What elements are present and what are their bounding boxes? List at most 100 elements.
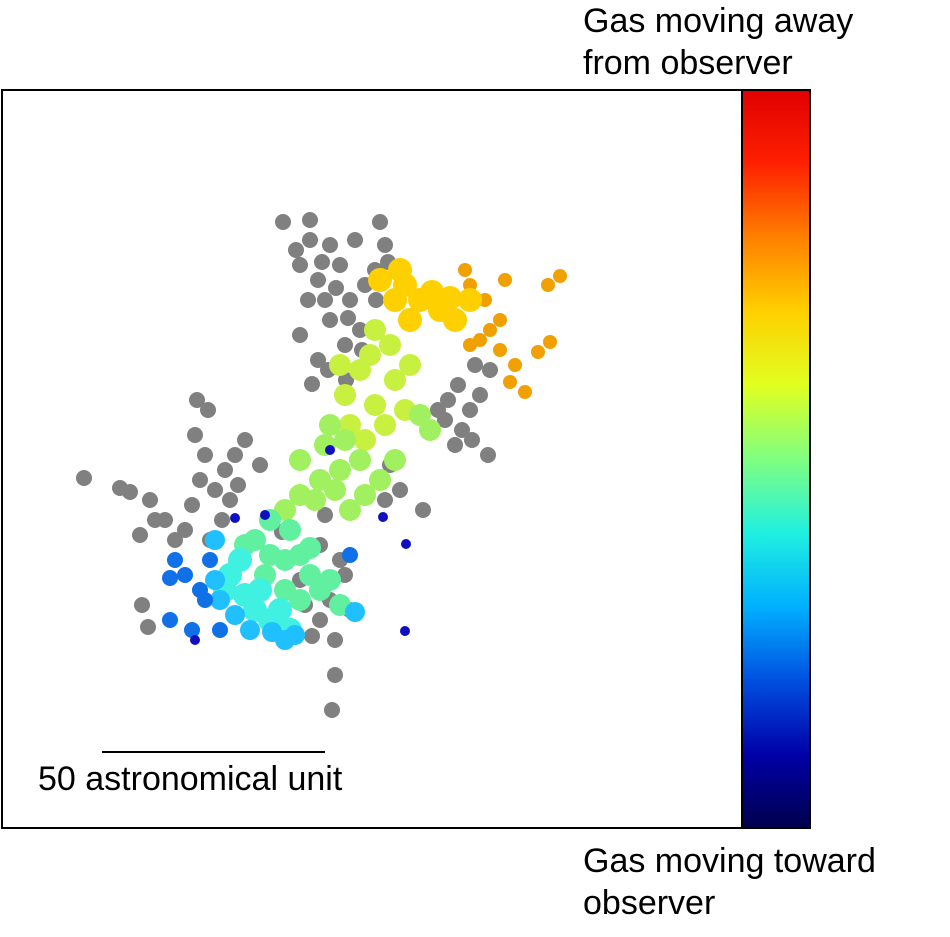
data-point bbox=[401, 539, 411, 549]
data-point bbox=[518, 385, 532, 399]
data-point bbox=[483, 323, 497, 337]
data-point bbox=[184, 497, 200, 513]
data-point bbox=[122, 484, 138, 500]
data-point bbox=[531, 345, 545, 359]
data-point bbox=[364, 319, 386, 341]
data-point bbox=[275, 214, 291, 230]
data-point bbox=[493, 313, 507, 327]
data-point bbox=[398, 308, 422, 332]
data-point bbox=[384, 449, 406, 471]
data-point bbox=[329, 354, 351, 376]
data-point bbox=[443, 308, 467, 332]
data-point bbox=[463, 278, 477, 292]
data-point bbox=[275, 630, 295, 650]
data-point bbox=[458, 288, 482, 312]
data-point bbox=[454, 422, 470, 438]
data-point bbox=[354, 429, 376, 451]
data-point bbox=[299, 564, 321, 586]
data-point bbox=[464, 432, 480, 448]
data-point bbox=[415, 502, 431, 518]
data-point bbox=[312, 612, 328, 628]
data-point bbox=[553, 269, 567, 283]
data-point bbox=[377, 237, 393, 253]
data-point bbox=[292, 327, 308, 343]
data-point bbox=[384, 369, 406, 391]
data-point bbox=[345, 602, 365, 622]
data-point bbox=[493, 343, 507, 357]
data-point bbox=[314, 254, 330, 270]
data-point bbox=[210, 590, 230, 610]
data-point bbox=[177, 567, 193, 583]
data-point bbox=[322, 237, 338, 253]
data-point bbox=[368, 268, 392, 292]
data-point bbox=[458, 263, 472, 277]
data-point bbox=[190, 635, 200, 645]
data-point bbox=[288, 242, 304, 258]
data-point bbox=[197, 592, 213, 608]
data-point bbox=[260, 510, 270, 520]
colorbar-bottom-label-line-2: observer bbox=[583, 884, 716, 922]
data-point bbox=[197, 447, 213, 463]
data-point bbox=[228, 548, 252, 572]
data-point bbox=[498, 273, 512, 287]
data-point bbox=[478, 293, 492, 307]
data-point bbox=[392, 482, 408, 498]
data-point bbox=[304, 489, 326, 511]
data-point bbox=[359, 344, 381, 366]
data-point bbox=[334, 384, 356, 406]
data-point bbox=[200, 402, 216, 418]
data-point bbox=[339, 499, 361, 521]
data-point bbox=[503, 375, 517, 389]
data-point bbox=[349, 449, 371, 471]
data-point bbox=[279, 519, 301, 541]
data-point bbox=[167, 532, 183, 548]
data-point bbox=[377, 492, 393, 508]
data-point bbox=[225, 605, 245, 625]
data-point bbox=[317, 292, 333, 308]
data-point bbox=[324, 702, 340, 718]
plot-frame bbox=[1, 89, 743, 829]
data-point bbox=[177, 522, 193, 538]
data-point bbox=[317, 507, 333, 523]
data-point bbox=[430, 402, 446, 418]
data-point bbox=[327, 667, 343, 683]
data-point bbox=[327, 632, 343, 648]
data-point bbox=[217, 462, 233, 478]
data-point bbox=[438, 286, 462, 310]
data-point bbox=[142, 492, 158, 508]
data-point bbox=[207, 482, 223, 498]
colorbar-top-label-line-1: Gas moving away bbox=[583, 2, 854, 40]
data-point bbox=[252, 457, 268, 473]
data-point bbox=[240, 620, 260, 640]
data-point bbox=[289, 449, 311, 471]
data-point bbox=[319, 569, 341, 591]
data-point bbox=[409, 404, 431, 426]
data-point bbox=[304, 376, 320, 392]
data-point bbox=[292, 257, 308, 273]
data-point bbox=[76, 470, 92, 486]
data-point bbox=[189, 392, 205, 408]
data-point bbox=[450, 377, 466, 393]
scatter-points bbox=[76, 212, 567, 718]
data-point bbox=[328, 280, 344, 296]
colorbar-top-label: Gas moving away from observer bbox=[583, 0, 853, 84]
data-point bbox=[268, 598, 292, 622]
data-point bbox=[132, 527, 148, 543]
data-point bbox=[167, 552, 183, 568]
data-point bbox=[334, 429, 356, 451]
data-point bbox=[342, 292, 358, 308]
data-point bbox=[378, 512, 388, 522]
data-point bbox=[302, 212, 318, 228]
data-point bbox=[337, 567, 353, 583]
data-point bbox=[338, 372, 354, 388]
data-point bbox=[304, 628, 320, 644]
data-point bbox=[187, 427, 203, 443]
data-point bbox=[324, 479, 346, 501]
data-point bbox=[374, 414, 396, 436]
data-point bbox=[354, 484, 376, 506]
data-point bbox=[184, 622, 200, 638]
data-point bbox=[140, 619, 156, 635]
data-point bbox=[368, 292, 384, 308]
colorbar-top-label-line-2: from observer bbox=[583, 44, 793, 82]
